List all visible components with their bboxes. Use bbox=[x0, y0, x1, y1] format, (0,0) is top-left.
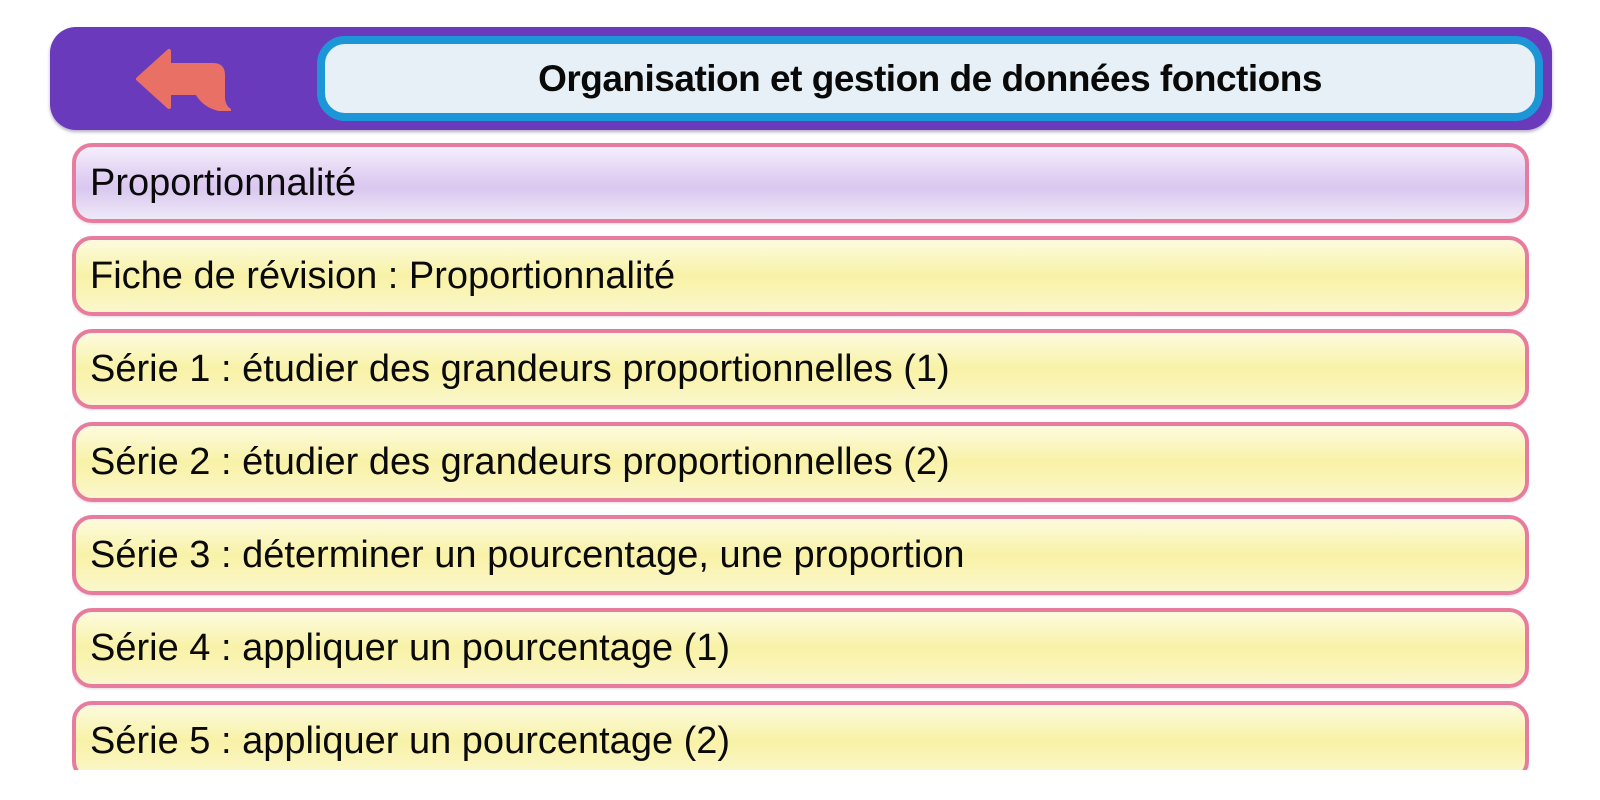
back-button[interactable] bbox=[50, 27, 315, 130]
list-item-label: Série 2 : étudier des grandeurs proporti… bbox=[90, 440, 950, 483]
list-item-serie-4[interactable]: Série 4 : appliquer un pourcentage (1) bbox=[72, 608, 1529, 688]
list-item-label: Série 1 : étudier des grandeurs proporti… bbox=[90, 347, 950, 390]
list-item-fiche-revision[interactable]: Fiche de révision : Proportionnalité bbox=[72, 236, 1529, 316]
list-item-serie-1[interactable]: Série 1 : étudier des grandeurs proporti… bbox=[72, 329, 1529, 409]
header-bar: Organisation et gestion de données fonct… bbox=[50, 27, 1552, 130]
list-item-serie-2[interactable]: Série 2 : étudier des grandeurs proporti… bbox=[72, 422, 1529, 502]
title-box: Organisation et gestion de données fonct… bbox=[317, 36, 1543, 121]
list-item-label: Fiche de révision : Proportionnalité bbox=[90, 254, 676, 297]
back-arrow-icon bbox=[135, 48, 231, 111]
list-item-serie-3[interactable]: Série 3 : déterminer un pourcentage, une… bbox=[72, 515, 1529, 595]
list-item-label: Série 4 : appliquer un pourcentage (1) bbox=[90, 626, 731, 669]
list-item-label: Série 5 : appliquer un pourcentage (2) bbox=[90, 719, 731, 762]
list-item-proportionnalite[interactable]: Proportionnalité bbox=[72, 143, 1529, 223]
page-title: Organisation et gestion de données fonct… bbox=[538, 57, 1322, 99]
list-item-serie-5[interactable]: Série 5 : appliquer un pourcentage (2) bbox=[72, 701, 1529, 770]
list-item-label: Série 3 : déterminer un pourcentage, une… bbox=[90, 533, 965, 576]
list-item-label: Proportionnalité bbox=[90, 161, 357, 204]
chapter-list: Proportionnalité Fiche de révision : Pro… bbox=[72, 143, 1529, 770]
